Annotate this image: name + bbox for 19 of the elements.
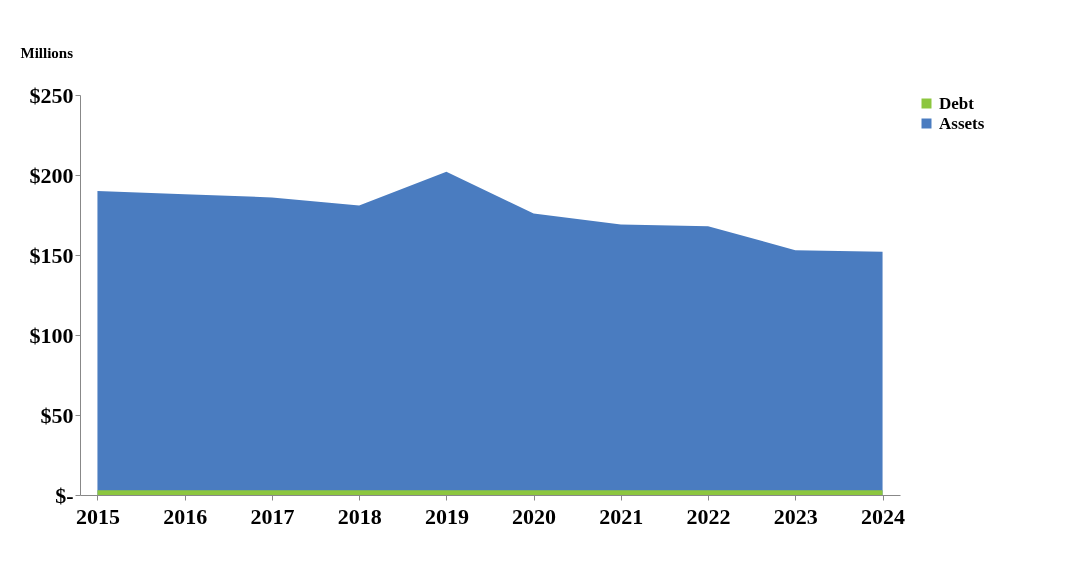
y-tick-label: $250 <box>29 82 74 108</box>
y-tick-label: $100 <box>29 322 74 348</box>
legend-label: Debt <box>939 93 975 113</box>
y-axis-title: Millions <box>20 44 74 61</box>
x-tick-label: 2017 <box>250 503 295 529</box>
x-tick-label: 2023 <box>773 503 818 529</box>
x-tick-label: 2018 <box>337 503 382 529</box>
x-tick-label: 2021 <box>599 503 644 529</box>
y-tick-label: $- <box>55 482 74 508</box>
x-tick-label: 2024 <box>861 503 906 529</box>
legend-label: Assets <box>939 113 985 133</box>
y-tick-label: $150 <box>29 242 74 268</box>
y-tick-label: $50 <box>40 402 74 428</box>
x-tick-label: 2016 <box>163 503 208 529</box>
y-tick-label: $200 <box>29 162 74 188</box>
x-tick-label: 2020 <box>512 503 557 529</box>
x-tick-label: 2022 <box>686 503 731 529</box>
x-tick-label: 2019 <box>424 503 469 529</box>
x-tick-label: 2015 <box>75 503 120 529</box>
